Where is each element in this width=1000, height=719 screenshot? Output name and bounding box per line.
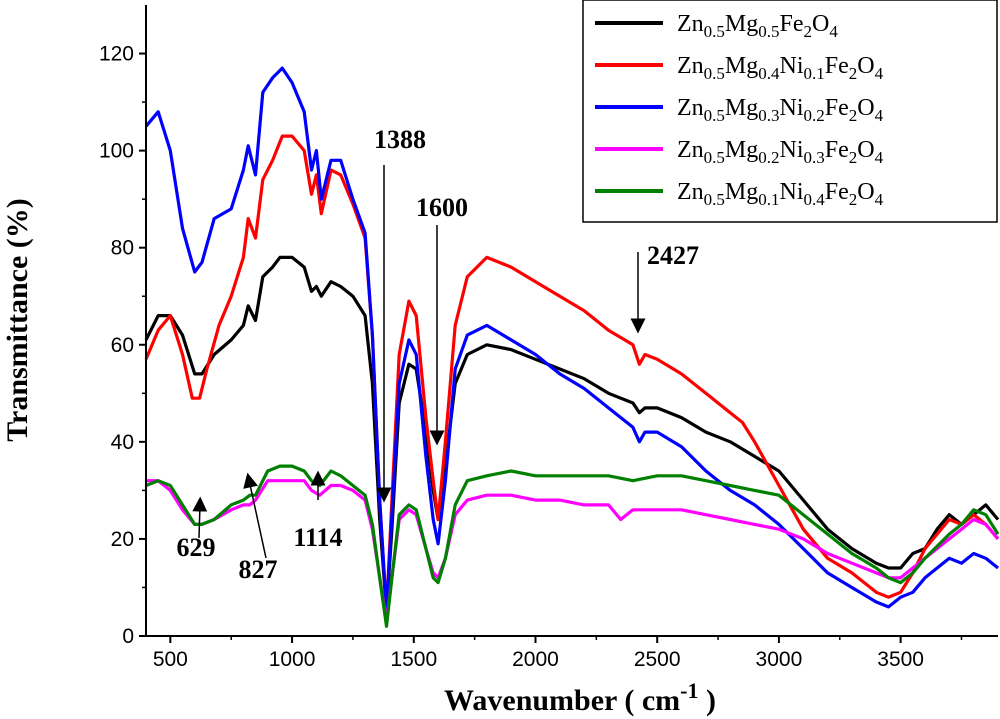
annotation-arrow-827 [243,472,267,559]
x-tick-label: 3000 [756,648,803,671]
y-tick-label: 60 [111,334,134,357]
y-tick-label: 100 [99,140,134,163]
axes: 500 1000 1500 2000 2500 3000 3500 0 20 40 60 80 100 1… [99,5,998,671]
x-tick-label: 1500 [390,648,437,671]
y-tick-label: 0 [122,625,134,648]
x-axis-title: Wavenumber ( cm-1 ) [444,678,716,717]
series-layer [144,66,1000,628]
y-axis-title: Transmittance (%) [1,198,34,442]
y-tick-label: 20 [111,528,134,551]
legend: Zn0.5Mg0.5Fe2O4 Zn0.5Mg0.4Ni0.1Fe2O4 Zn0.5… [582,0,998,223]
x-tick-label: 2500 [634,648,681,671]
annotation-label-2427: 2427 [647,241,699,270]
y-tick-label: 40 [111,431,134,454]
annotations: 1388 1600 2427 629 827 1114 [177,125,700,584]
series-line-2 [144,134,1000,614]
annotation-arrow-629 [192,496,208,539]
annotation-label-1600: 1600 [416,193,468,222]
legend-label-4: Zn0.5Mg0.2Ni0.3Fe2O4 [677,137,884,167]
legend-label-3: Zn0.5Mg0.3Ni0.2Fe2O4 [677,95,884,125]
annotation-label-1114: 1114 [293,523,342,552]
annotation-label-629: 629 [177,533,216,562]
legend-box [582,0,998,223]
y-tick-label: 120 [99,43,134,66]
legend-label-5: Zn0.5Mg0.1Ni0.4Fe2O4 [677,179,884,209]
series-line-4 [146,479,1000,623]
x-tick-label: 1000 [269,648,316,671]
x-tick-label: 3500 [877,648,924,671]
annotation-label-827: 827 [239,555,278,584]
x-tick-label: 2000 [512,648,559,671]
legend-label-2: Zn0.5Mg0.4Ni0.1Fe2O4 [677,53,884,83]
y-tick-label: 80 [111,237,134,260]
legend-label-1: Zn0.5Mg0.5Fe2O4 [677,11,838,41]
annotation-label-1388: 1388 [374,125,426,154]
series-line-5 [145,464,1000,628]
x-tick-label: 500 [153,648,188,671]
series-line-3 [144,66,999,614]
